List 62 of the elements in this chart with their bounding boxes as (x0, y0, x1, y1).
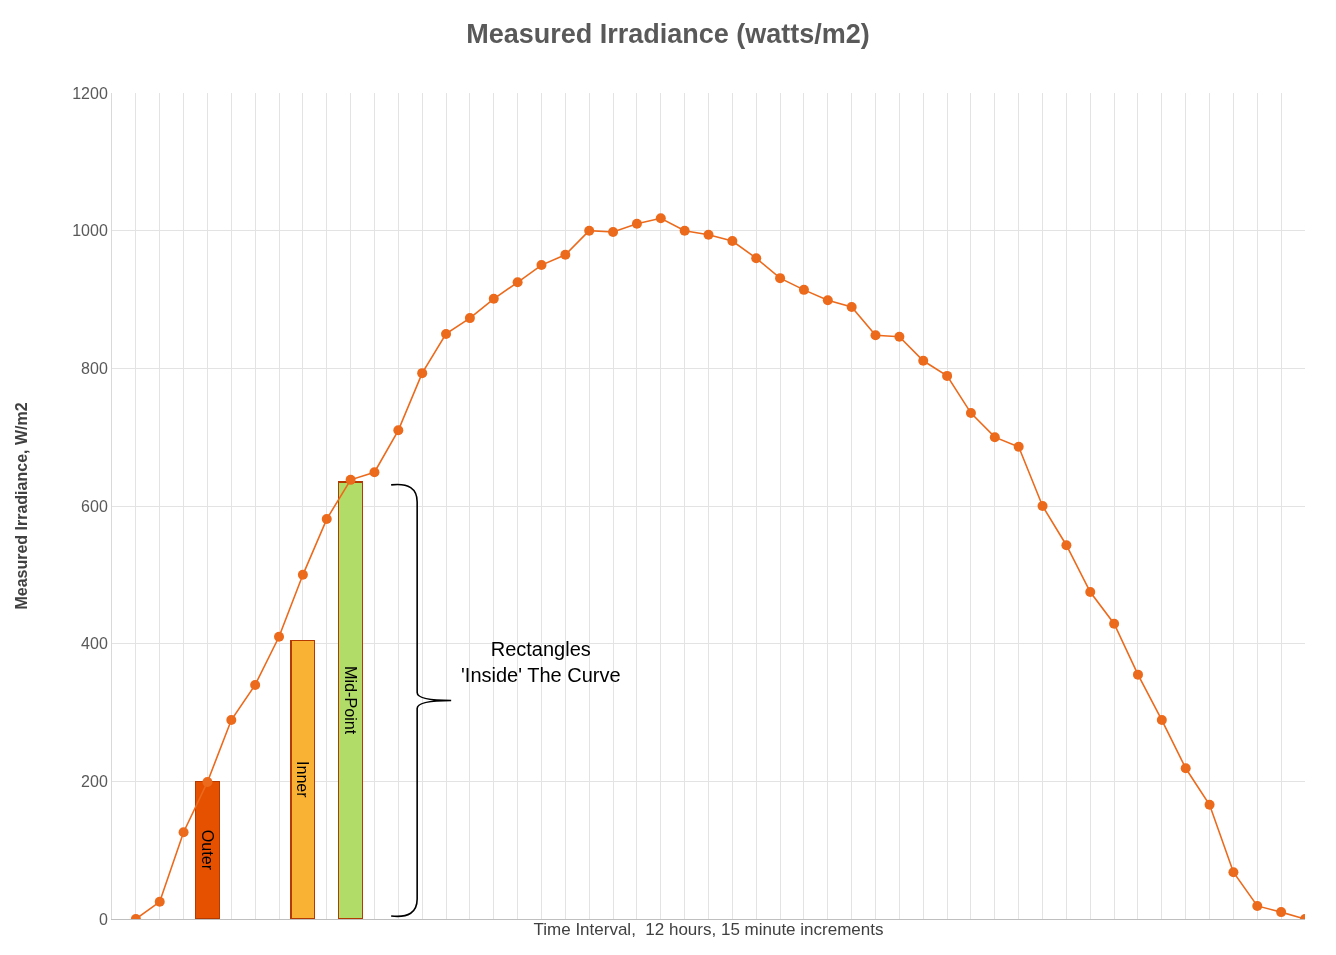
annotation: Rectangles 'Inside' The Curve (461, 638, 621, 686)
y-tick-label: 200 (81, 772, 108, 790)
point (250, 679, 261, 690)
point (584, 225, 595, 236)
point (321, 514, 332, 525)
point (965, 408, 976, 419)
point (297, 569, 308, 580)
point (727, 235, 738, 246)
point (1156, 715, 1167, 726)
x-axis-title: Time Interval, 12 hours, 15 minute increments (533, 920, 884, 940)
point (1037, 501, 1048, 511)
point (345, 474, 356, 485)
y-tick-label: 0 (98, 910, 108, 928)
y-tick-label: 400 (81, 635, 108, 653)
point (775, 273, 786, 284)
series-label: Inner (294, 760, 313, 799)
point (798, 284, 809, 295)
point (464, 313, 475, 324)
point (1228, 867, 1239, 878)
point (751, 253, 762, 264)
point (1061, 540, 1072, 551)
point (369, 467, 380, 478)
point (417, 368, 428, 379)
point (274, 631, 285, 642)
series-label: Outer (198, 829, 217, 871)
point (918, 355, 929, 366)
point (608, 227, 619, 238)
point (1085, 587, 1096, 598)
point (1252, 900, 1263, 911)
point (1013, 441, 1024, 452)
point (703, 229, 714, 240)
point (154, 896, 165, 907)
point (226, 715, 237, 726)
point (512, 277, 523, 288)
point (441, 328, 452, 339)
point (1180, 763, 1191, 774)
point (846, 302, 857, 313)
point (894, 331, 905, 342)
series-label: Mid-Point (342, 666, 361, 735)
point (942, 370, 953, 381)
y-axis-title: Measured Irradiance, W/m2 (13, 402, 31, 610)
point (631, 218, 642, 229)
point (488, 293, 499, 304)
point (536, 260, 547, 271)
y-tick-label: 600 (81, 497, 108, 515)
point (679, 225, 690, 236)
point (655, 213, 666, 224)
point (560, 249, 571, 260)
point (822, 295, 833, 306)
point (1276, 907, 1287, 918)
point (178, 827, 189, 838)
point (1109, 618, 1120, 629)
point (202, 777, 213, 788)
point (393, 425, 404, 436)
y-tick-label: 800 (81, 359, 108, 377)
point (1204, 799, 1215, 810)
chart-title: Measured Irradiance (watts/m2) (466, 18, 870, 49)
point (1132, 669, 1143, 680)
y-tick-label: 1200 (72, 84, 108, 102)
y-tick-label: 1000 (72, 222, 108, 240)
point (870, 330, 881, 341)
point (989, 432, 1000, 443)
